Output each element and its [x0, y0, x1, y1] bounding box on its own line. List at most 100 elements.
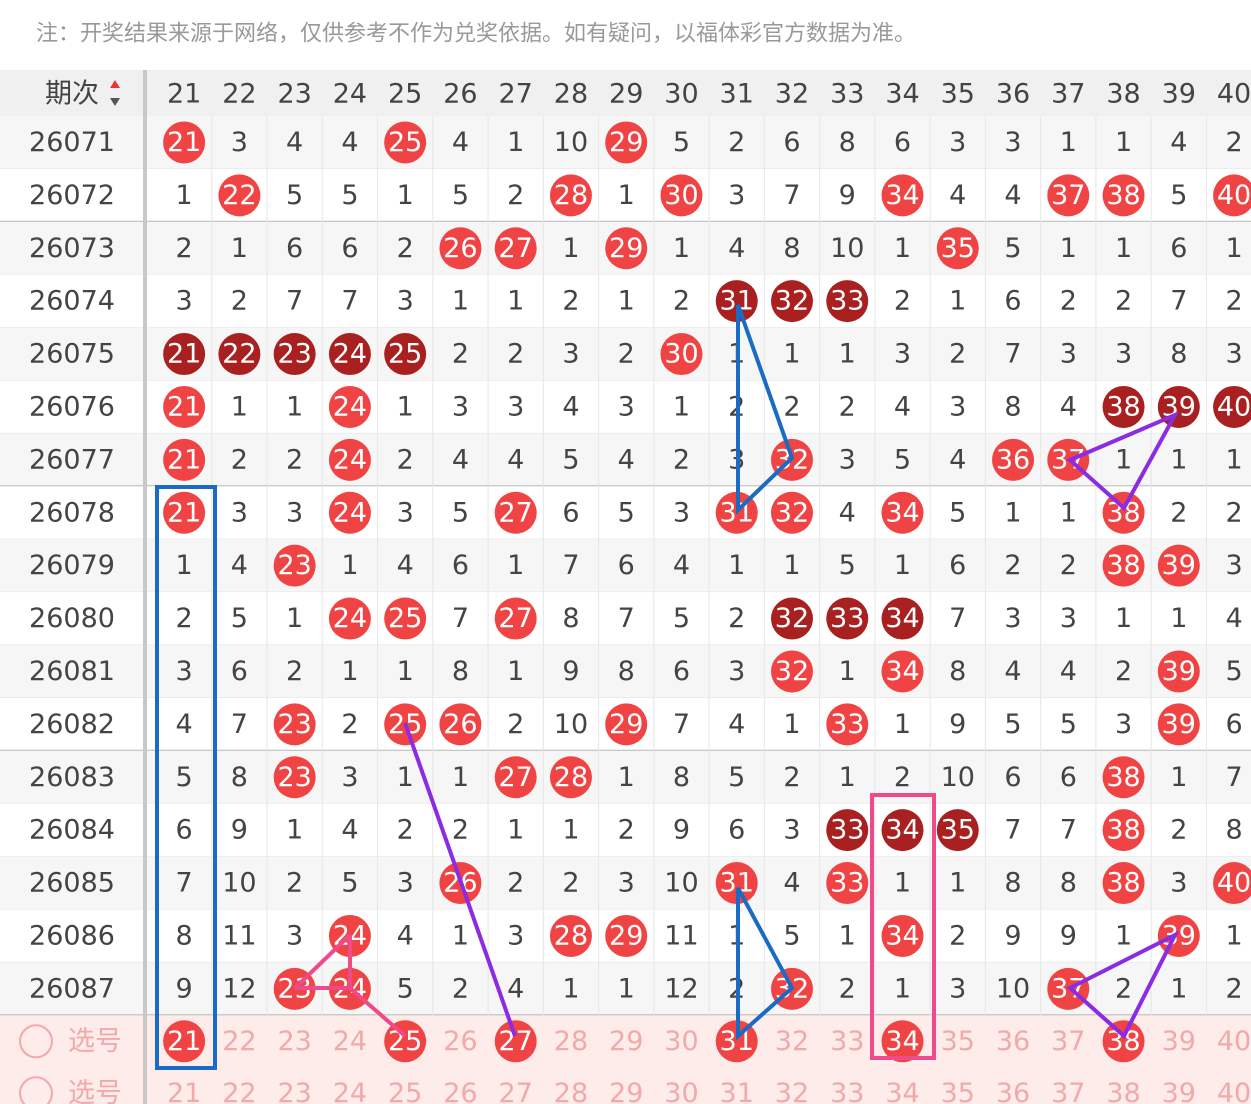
select-radio — [19, 1076, 53, 1104]
cell: 3 — [231, 127, 248, 158]
select-ball[interactable]: 25 — [384, 1020, 427, 1063]
cell: 7 — [1170, 286, 1187, 317]
cell: 2 — [949, 339, 966, 370]
cell: 24 — [333, 444, 367, 475]
period: 26083 — [29, 762, 115, 793]
ball — [715, 862, 758, 905]
cell: 8 — [839, 127, 856, 158]
column-header: 21 — [167, 79, 201, 110]
cell: 6 — [783, 127, 800, 158]
cell: 33 — [830, 815, 864, 846]
cell: 6 — [728, 815, 745, 846]
select-ball[interactable]: 27 — [499, 1078, 533, 1104]
select-ball[interactable]: 32 — [775, 1026, 809, 1057]
ball — [1102, 862, 1145, 905]
cell: 35 — [941, 233, 975, 264]
select-ball[interactable]: 35 — [941, 1026, 975, 1057]
cell: 2 — [1225, 127, 1242, 158]
select-ball[interactable]: 26 — [443, 1078, 477, 1104]
cell: 1 — [397, 180, 414, 211]
select-ball[interactable]: 35 — [941, 1078, 975, 1104]
select-ball[interactable]: 31 — [715, 1020, 758, 1063]
select-ball[interactable]: 40 — [1217, 1078, 1251, 1104]
cell: 2 — [783, 762, 800, 793]
select-ball[interactable]: 34 — [885, 1078, 919, 1104]
ball — [605, 121, 648, 164]
select-number: 23 — [277, 1078, 311, 1104]
cell: 5 — [1004, 233, 1021, 264]
column-header: 23 — [277, 79, 311, 110]
select-ball[interactable]: 26 — [443, 1026, 477, 1057]
cell: 6 — [894, 127, 911, 158]
cell: 30 — [664, 339, 698, 370]
select-number: 33 — [830, 1026, 864, 1057]
column-header: 29 — [609, 79, 643, 110]
cell: 28 — [554, 920, 588, 951]
cell: 1 — [1115, 233, 1132, 264]
select-ball[interactable]: 27 — [494, 1020, 537, 1063]
select-number: 40 — [1217, 1026, 1251, 1057]
select-ball[interactable]: 38 — [1106, 1078, 1140, 1104]
cell: 7 — [1004, 339, 1021, 370]
select-ball[interactable]: 25 — [388, 1078, 422, 1104]
cell: 1 — [783, 339, 800, 370]
ball — [163, 333, 206, 376]
select-ball[interactable]: 39 — [1162, 1078, 1196, 1104]
select-number: 34 — [885, 1026, 919, 1057]
select-ball[interactable]: 24 — [333, 1026, 367, 1057]
select-ball[interactable]: 30 — [664, 1078, 698, 1104]
select-ball[interactable]: 22 — [222, 1078, 256, 1104]
select-ball[interactable]: 38 — [1102, 1020, 1145, 1063]
column-header: 38 — [1106, 79, 1140, 110]
cell: 4 — [452, 127, 469, 158]
cell: 2 — [1115, 656, 1132, 687]
cell: 9 — [1060, 920, 1077, 951]
select-ball[interactable]: 36 — [996, 1026, 1030, 1057]
ball — [494, 597, 537, 640]
cell: 2 — [286, 444, 303, 475]
cell: 5 — [341, 868, 358, 899]
period: 26075 — [29, 339, 115, 370]
select-ball[interactable]: 36 — [996, 1078, 1030, 1104]
cell: 6 — [949, 550, 966, 581]
select-ball[interactable]: 21 — [167, 1078, 201, 1104]
select-ball[interactable]: 21 — [163, 1020, 206, 1063]
cell: 1 — [839, 656, 856, 687]
select-ball[interactable]: 37 — [1051, 1078, 1085, 1104]
cell: 1 — [231, 391, 248, 422]
select-ball[interactable]: 34 — [881, 1020, 924, 1063]
cell: 25 — [388, 603, 422, 634]
ball — [881, 650, 924, 693]
select-ball[interactable]: 24 — [333, 1078, 367, 1104]
select-ball[interactable]: 29 — [609, 1078, 643, 1104]
select-ball[interactable]: 33 — [830, 1078, 864, 1104]
cell: 8 — [1170, 339, 1187, 370]
ball — [1157, 650, 1200, 693]
select-ball[interactable]: 40 — [1217, 1026, 1251, 1057]
select-ball[interactable]: 31 — [720, 1078, 754, 1104]
ball — [494, 227, 537, 270]
cell: 2 — [397, 444, 414, 475]
select-ball[interactable]: 37 — [1051, 1026, 1085, 1057]
select-ball[interactable]: 30 — [664, 1026, 698, 1057]
select-ball[interactable]: 28 — [554, 1078, 588, 1104]
select-ball[interactable]: 23 — [277, 1078, 311, 1104]
select-ball[interactable]: 39 — [1162, 1026, 1196, 1057]
cell: 2 — [1004, 550, 1021, 581]
cell: 25 — [388, 127, 422, 158]
select-ball[interactable]: 33 — [830, 1026, 864, 1057]
select-ball[interactable]: 23 — [277, 1026, 311, 1057]
select-ball[interactable]: 32 — [775, 1078, 809, 1104]
select-ball[interactable]: 28 — [554, 1026, 588, 1057]
shape-pink — [293, 933, 407, 1038]
select-ball[interactable]: 22 — [222, 1026, 256, 1057]
select-ball[interactable]: 29 — [609, 1026, 643, 1057]
ball — [384, 121, 427, 164]
ball — [163, 491, 206, 534]
cell: 3 — [894, 339, 911, 370]
cell: 2 — [618, 339, 635, 370]
cell: 1 — [397, 656, 414, 687]
ball — [328, 491, 371, 534]
cell: 5 — [562, 444, 579, 475]
cell: 4 — [894, 391, 911, 422]
